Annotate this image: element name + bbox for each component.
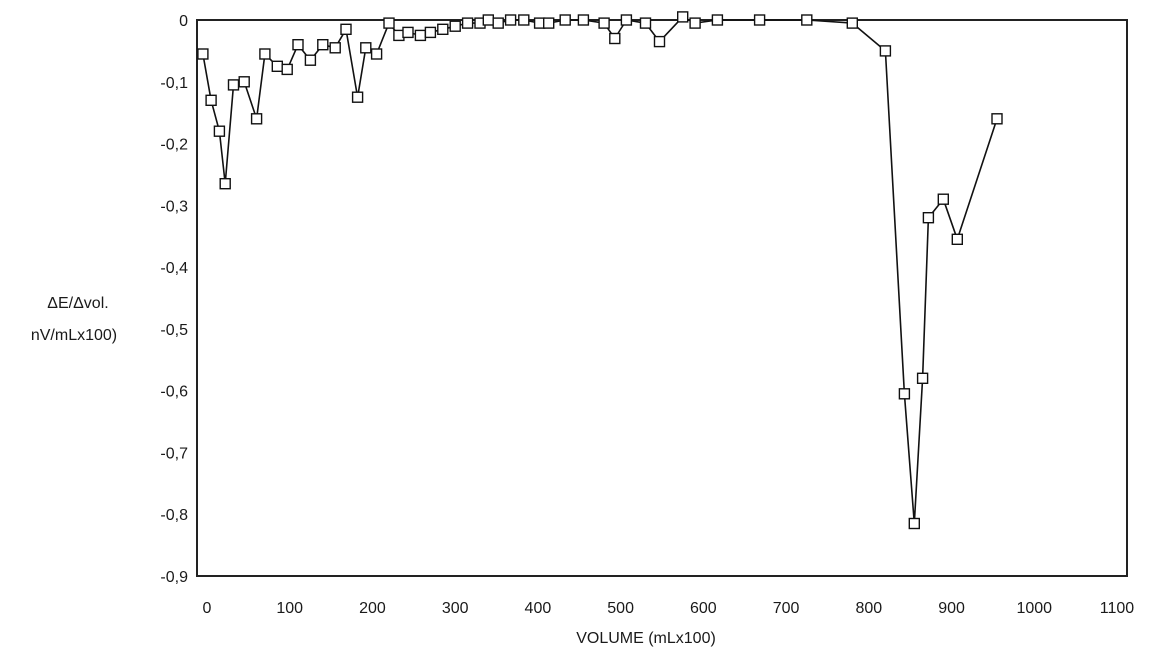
data-point-marker bbox=[653, 35, 666, 48]
x-tick-label: 500 bbox=[607, 600, 634, 617]
x-tick-label: 200 bbox=[359, 600, 386, 617]
y-tick-labels: 0 -0,1 -0,2 -0,3 -0,4 -0,5 -0,6 -0,7 -0,8 -0,9 bbox=[160, 13, 188, 586]
data-point-marker bbox=[402, 26, 414, 39]
y-tick-label: -0,9 bbox=[160, 569, 188, 586]
data-point-marker bbox=[329, 42, 341, 54]
data-point-marker bbox=[449, 20, 461, 32]
data-point-marker bbox=[492, 17, 504, 29]
data-point-marker bbox=[620, 14, 633, 26]
data-point-marker bbox=[518, 14, 530, 26]
data-point-marker bbox=[711, 14, 724, 26]
data-point-marker bbox=[609, 32, 621, 45]
data-point-marker bbox=[922, 211, 935, 224]
x-tick-label: 700 bbox=[773, 600, 800, 617]
y-tick-label: -0,8 bbox=[160, 507, 188, 524]
plot-frame bbox=[196, 19, 1128, 577]
x-axis-title: VOLUME (mLx100) bbox=[576, 630, 716, 647]
x-tick-label: 1100 bbox=[1100, 600, 1135, 617]
x-tick-label: 100 bbox=[276, 600, 303, 617]
x-tick-label: 900 bbox=[938, 600, 965, 617]
y-tick-label: -0,7 bbox=[160, 445, 188, 462]
data-point-marker bbox=[259, 48, 271, 60]
data-point-marker bbox=[991, 113, 1003, 125]
x-tick-label: 0 bbox=[203, 600, 212, 617]
data-point-marker bbox=[271, 60, 283, 72]
data-point-marker bbox=[577, 14, 590, 26]
y-tick-label: -0,2 bbox=[160, 137, 188, 154]
data-point-marker bbox=[197, 48, 209, 60]
data-point-marker bbox=[424, 26, 437, 39]
series-polyline bbox=[202, 16, 998, 525]
data-point-marker bbox=[898, 388, 911, 400]
data-point-marker bbox=[340, 23, 352, 35]
y-tick-label: -0,5 bbox=[160, 322, 188, 339]
data-point-marker bbox=[281, 63, 293, 76]
data-point-marker bbox=[689, 17, 701, 29]
x-tick-labels: 0 100 200 300 400 500 600 700 800 900 1000 1100 bbox=[203, 600, 1135, 617]
data-point-marker bbox=[482, 14, 494, 26]
data-point-marker bbox=[598, 17, 610, 29]
data-point-marker bbox=[639, 17, 652, 29]
data-point-marker bbox=[414, 29, 427, 42]
data-point-marker bbox=[360, 42, 372, 54]
data-point-marker bbox=[304, 54, 317, 66]
data-point-marker bbox=[383, 17, 395, 29]
x-tick-label: 300 bbox=[442, 600, 469, 617]
y-axis-title-line1: ΔE/Δvol. bbox=[47, 295, 108, 312]
x-tick-label: 600 bbox=[690, 600, 717, 617]
data-point-marker bbox=[250, 113, 263, 125]
data-point-marker bbox=[937, 193, 949, 205]
data-point-marker bbox=[543, 17, 555, 29]
y-tick-label: -0,6 bbox=[160, 384, 188, 401]
y-tick-label: -0,1 bbox=[160, 75, 188, 92]
data-point-marker bbox=[879, 45, 892, 57]
data-point-marker bbox=[677, 11, 689, 23]
data-point-marker bbox=[559, 14, 571, 26]
x-tick-label: 1000 bbox=[1016, 600, 1052, 617]
series-line bbox=[202, 16, 998, 525]
data-point-marker bbox=[951, 233, 963, 246]
data-point-marker bbox=[370, 48, 383, 60]
y-axis-title-line2: nV/mLx100) bbox=[31, 327, 117, 344]
x-tick-label: 800 bbox=[855, 600, 882, 617]
y-tick-label: -0,3 bbox=[160, 198, 188, 215]
data-point-marker bbox=[504, 14, 517, 26]
series-markers bbox=[197, 11, 1003, 530]
data-point-marker bbox=[753, 14, 766, 26]
data-point-marker bbox=[461, 17, 474, 29]
data-point-marker bbox=[916, 372, 929, 384]
y-tick-label: 0 bbox=[179, 13, 188, 30]
data-point-marker bbox=[846, 17, 858, 29]
data-point-marker bbox=[219, 177, 231, 190]
data-point-marker bbox=[317, 39, 329, 51]
x-tick-label: 400 bbox=[525, 600, 552, 617]
data-point-marker bbox=[213, 125, 226, 137]
data-point-marker bbox=[205, 94, 217, 107]
data-point-marker bbox=[801, 14, 813, 26]
data-point-marker bbox=[292, 39, 304, 51]
data-point-marker bbox=[238, 76, 250, 88]
data-point-marker bbox=[437, 23, 449, 35]
y-tick-label: -0,4 bbox=[160, 260, 188, 277]
data-point-marker bbox=[908, 517, 920, 530]
data-point-marker bbox=[227, 79, 240, 91]
data-point-marker bbox=[351, 91, 364, 103]
